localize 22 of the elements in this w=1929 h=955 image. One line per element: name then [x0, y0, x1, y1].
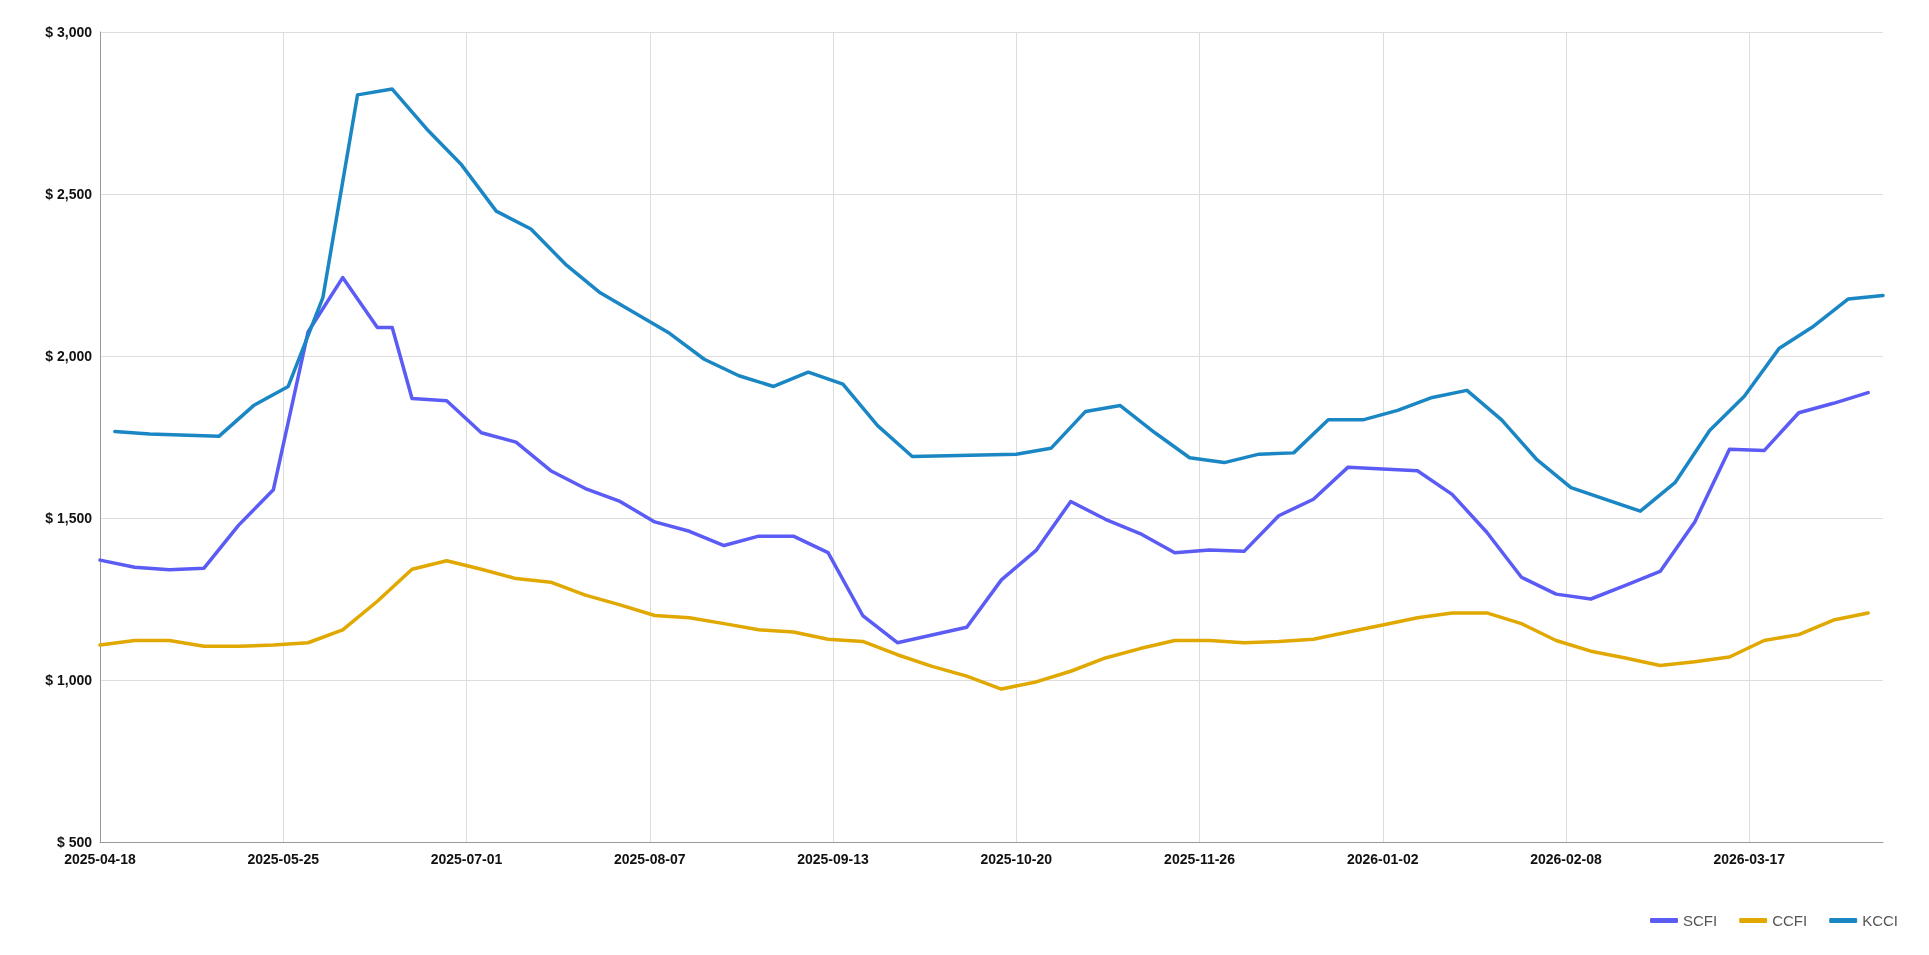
- x-tick-label: 2025-11-26: [1164, 851, 1236, 867]
- x-tick-label: 2025-08-07: [613, 851, 686, 867]
- x-tick-label: 2025-04-18: [64, 851, 137, 867]
- x-tick-label: 2026-03-17: [1713, 851, 1786, 867]
- y-tick-label: $ 1,000: [45, 672, 93, 688]
- x-tick-label: 2026-02-08: [1530, 851, 1603, 867]
- y-tick-label: $ 2,000: [45, 348, 93, 364]
- x-tick-label: 2025-07-01: [430, 851, 503, 867]
- line-series: [98, 559, 1870, 691]
- legend-label: CCFI: [1772, 912, 1808, 929]
- legend-label: KCCI: [1862, 912, 1899, 929]
- legend-label: SCFI: [1683, 912, 1718, 929]
- x-tick-label: 2026-01-02: [1346, 851, 1419, 867]
- x-tick-label: 2025-05-25: [247, 851, 320, 867]
- y-tick-label: $ 500: [56, 834, 93, 850]
- x-tick-label: 2025-09-13: [797, 851, 870, 867]
- line-series: [98, 275, 1870, 645]
- y-tick-label: $ 3,000: [45, 24, 93, 40]
- x-tick-label: 2025-10-20: [980, 851, 1053, 867]
- y-tick-label: $ 1,500: [45, 510, 93, 526]
- line-series: [113, 87, 1885, 513]
- y-tick-label: $ 2,500: [45, 186, 93, 202]
